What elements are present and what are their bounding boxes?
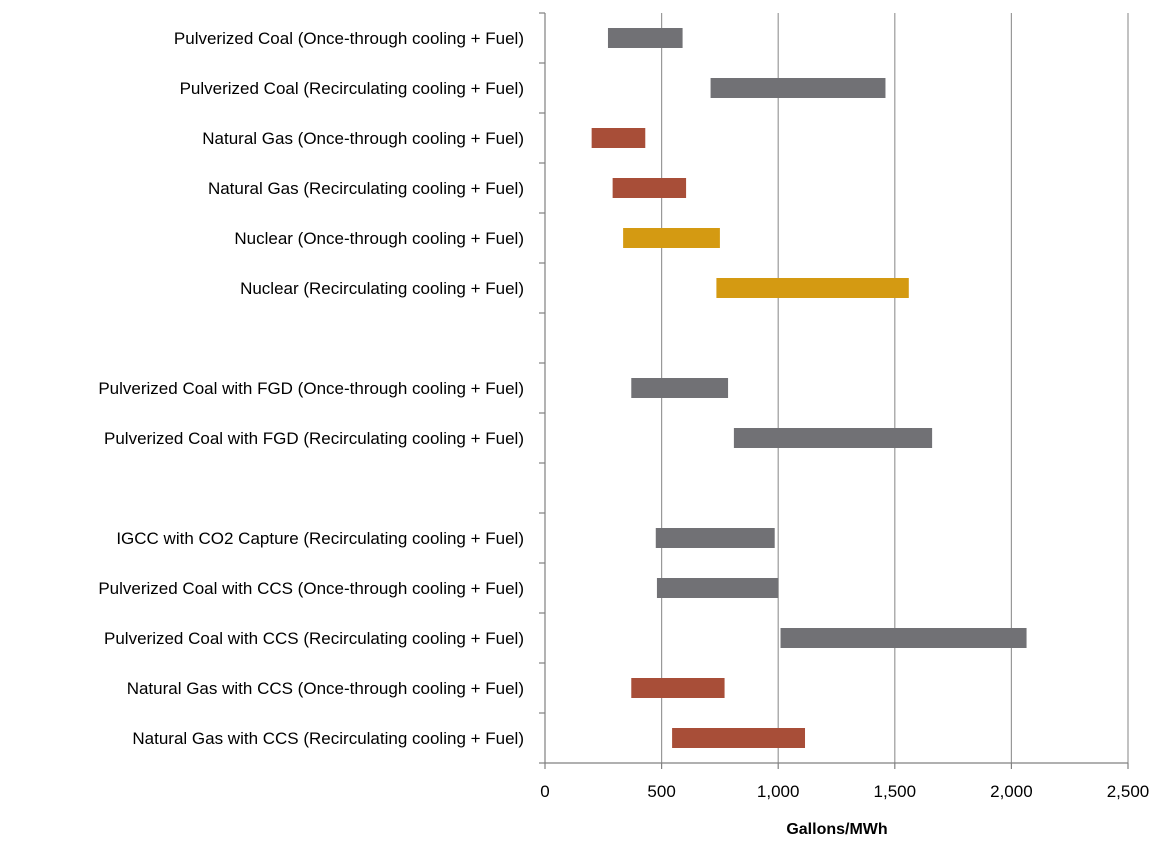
category-label: Pulverized Coal (Recirculating cooling +…: [180, 79, 524, 98]
range-bar: [672, 728, 806, 748]
range-bar: [631, 678, 725, 698]
category-label: Pulverized Coal with CCS (Recirculating …: [104, 629, 524, 648]
x-tick-label: 1,500: [874, 782, 917, 801]
category-label: Natural Gas with CCS (Once-through cooli…: [127, 679, 524, 698]
category-label: IGCC with CO2 Capture (Recirculating coo…: [116, 529, 524, 548]
range-bar: [780, 628, 1027, 648]
range-bar: [710, 78, 886, 98]
gridlines: [660, 13, 1129, 763]
x-tick-label: 1,000: [757, 782, 800, 801]
category-label: Pulverized Coal with FGD (Once-through c…: [98, 379, 524, 398]
range-bar: [733, 428, 933, 448]
category-label: Nuclear (Once-through cooling + Fuel): [234, 229, 524, 248]
range-bar: [612, 178, 687, 198]
x-tick-label: 2,500: [1107, 782, 1150, 801]
category-label: Natural Gas with CCS (Recirculating cool…: [132, 729, 524, 748]
x-tick-label: 0: [540, 782, 549, 801]
x-axis-title: Gallons/MWh: [786, 821, 887, 838]
category-labels: Pulverized Coal (Once-through cooling + …: [98, 29, 524, 748]
category-label: Pulverized Coal (Once-through cooling + …: [174, 29, 524, 48]
tick-labels: 0 500 1,000 1,500 2,000 2,500: [540, 782, 1149, 801]
range-bar: [655, 528, 775, 548]
category-label: Pulverized Coal with FGD (Recirculating …: [104, 429, 524, 448]
range-bar: [656, 578, 779, 598]
category-label: Nuclear (Recirculating cooling + Fuel): [240, 279, 524, 298]
x-tick-label: 2,000: [990, 782, 1033, 801]
category-label: Natural Gas (Once-through cooling + Fuel…: [202, 129, 524, 148]
category-label: Natural Gas (Recirculating cooling + Fue…: [208, 179, 524, 198]
bars: [591, 28, 1027, 748]
x-tick-label: 500: [647, 782, 675, 801]
range-bar: [623, 228, 720, 248]
range-bar: [607, 28, 683, 48]
range-bar: [591, 128, 646, 148]
range-bar: [716, 278, 909, 298]
range-bar: [631, 378, 729, 398]
axes: [539, 12, 1129, 769]
category-label: Pulverized Coal with CCS (Once-through c…: [98, 579, 524, 598]
